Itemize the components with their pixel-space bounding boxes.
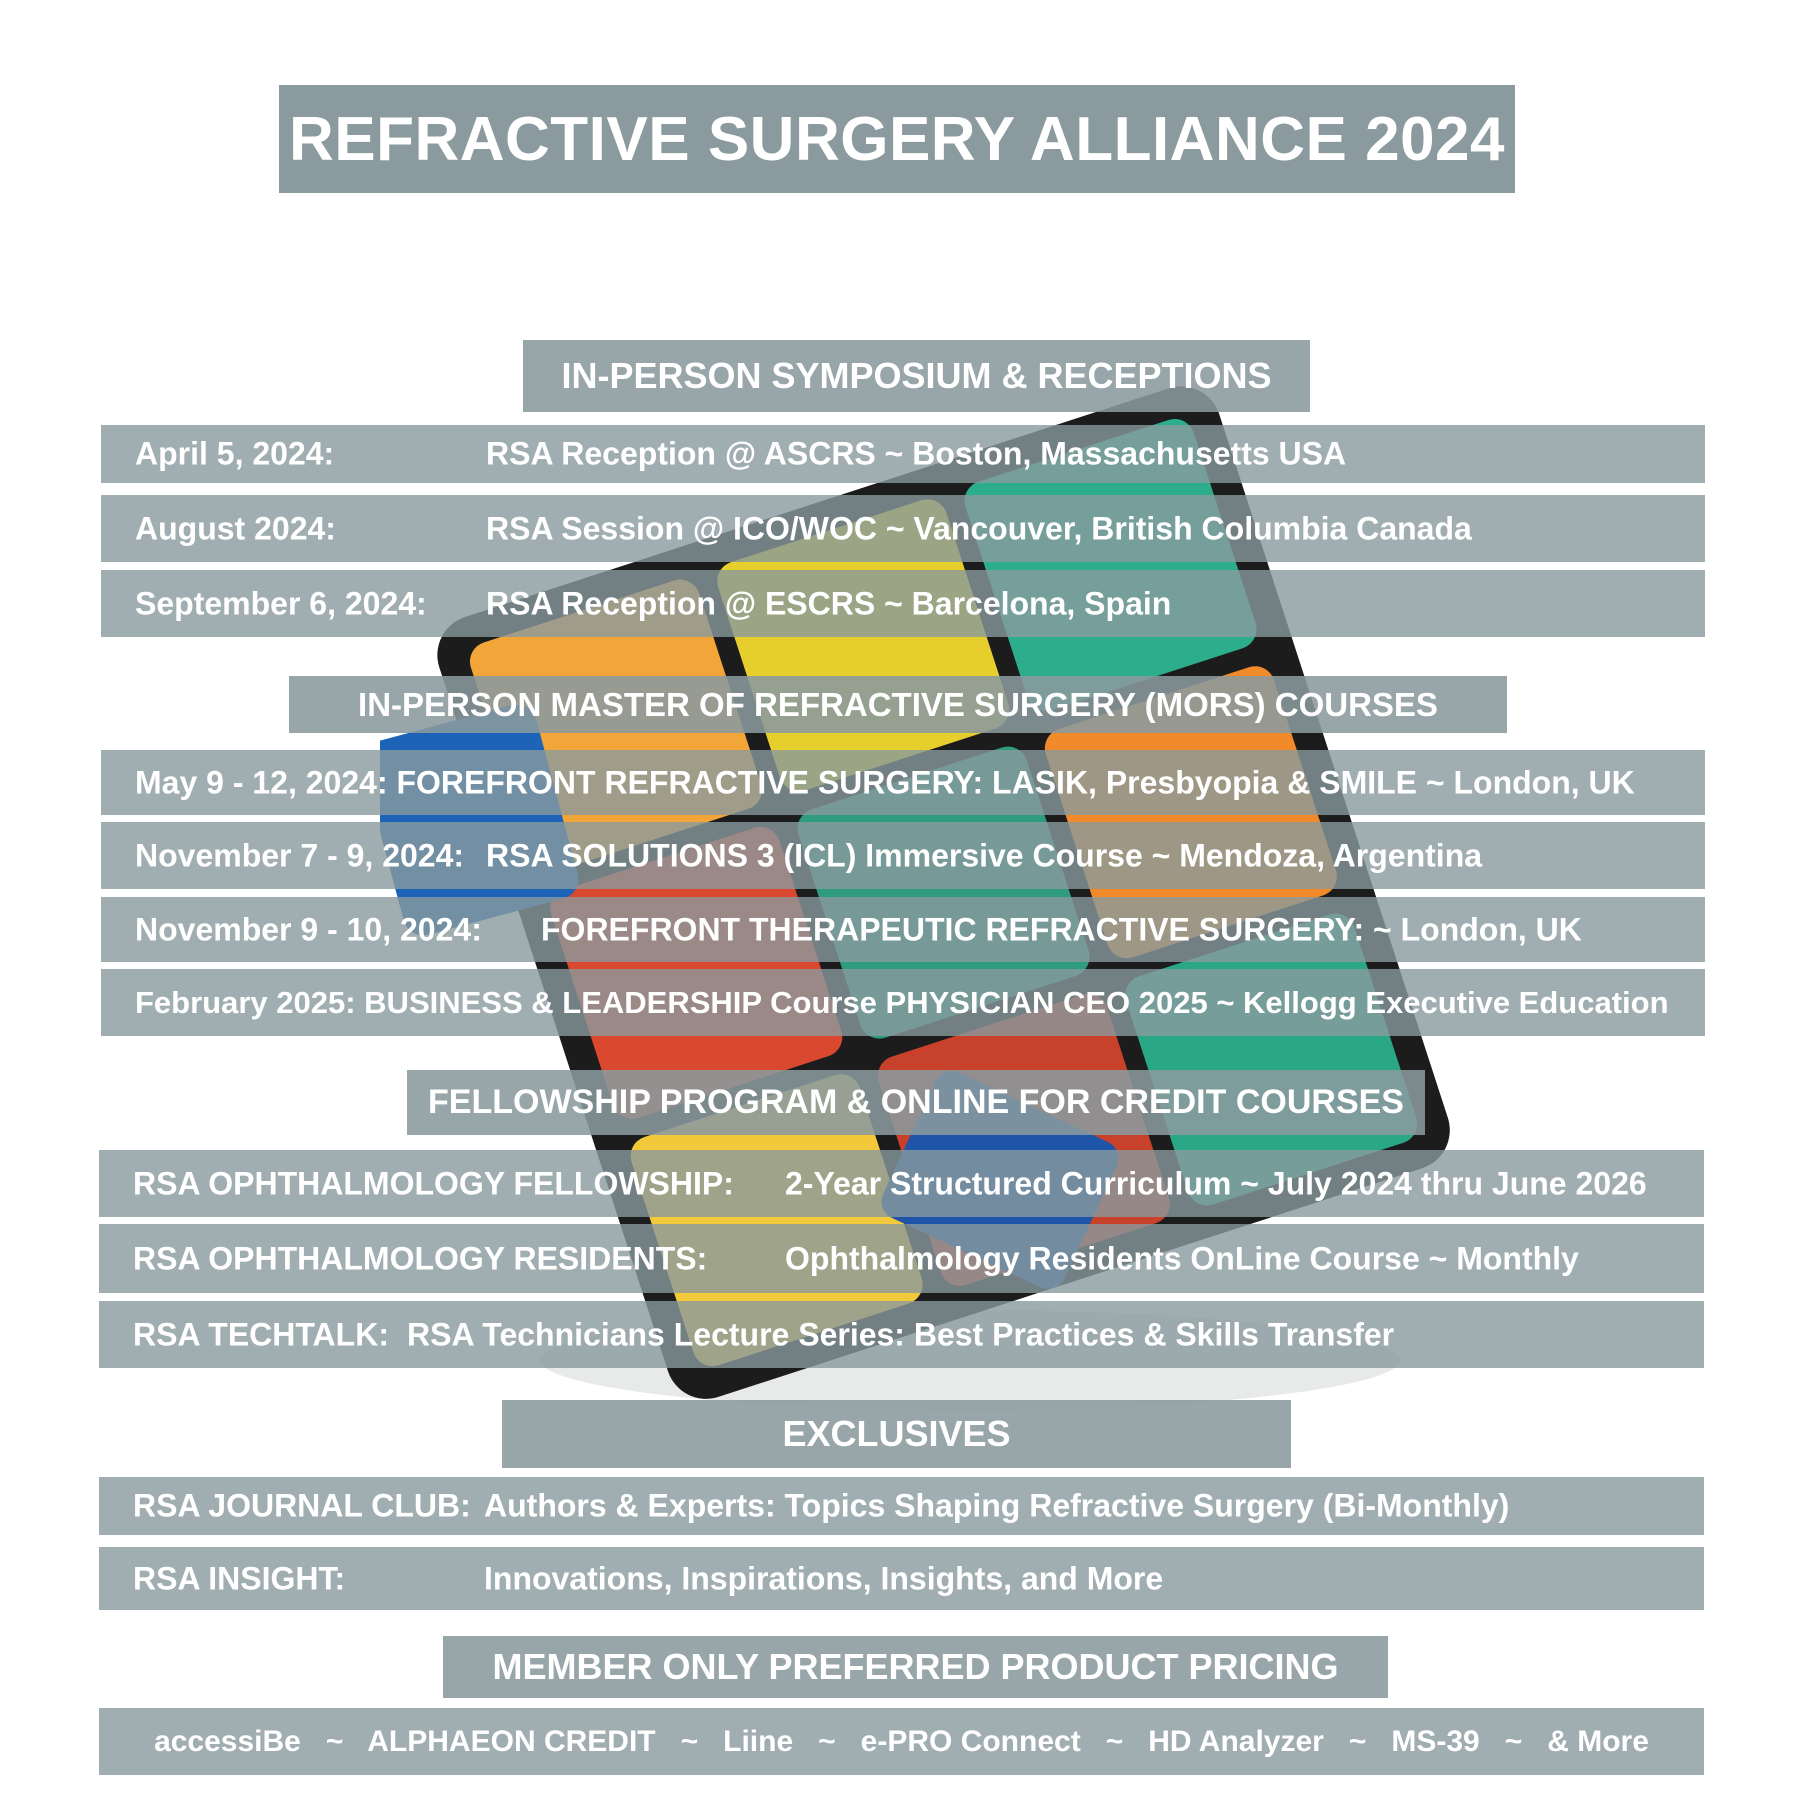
row-date: November 7 - 9, 2024: (135, 837, 465, 873)
mors-row-4: February 2025: BUSINESS & LEADERSHIP Cou… (101, 969, 1705, 1036)
row-date: April 5, 2024: (135, 435, 335, 472)
row-label: RSA TECHTALK: (133, 1316, 389, 1352)
row-label: RSA JOURNAL CLUB: (133, 1487, 471, 1524)
row-date: November 9 - 10, 2024: (135, 911, 482, 947)
symposium-heading: IN-PERSON SYMPOSIUM & RECEPTIONS (523, 340, 1310, 412)
symposium-heading-text: IN-PERSON SYMPOSIUM & RECEPTIONS (561, 355, 1272, 396)
row-text: RSA SOLUTIONS 3 (ICL) Immersive Course ~… (486, 837, 1483, 873)
fellowship-row-3: RSA TECHTALK: RSA Technicians Lecture Se… (99, 1301, 1704, 1368)
row-text: Authors & Experts: Topics Shaping Refrac… (484, 1487, 1510, 1524)
row-date: September 6, 2024: (135, 585, 427, 621)
row-text: Innovations, Inspirations, Insights, and… (484, 1560, 1164, 1596)
mors-heading-text: IN-PERSON MASTER OF REFRACTIVE SURGERY (… (358, 685, 1438, 723)
symposium-row-2: August 2024: RSA Session @ ICO/WOC ~ Van… (101, 495, 1705, 562)
mors-row-3: November 9 - 10, 2024: FOREFRONT THERAPE… (101, 897, 1705, 962)
row-text: FOREFRONT THERAPEUTIC REFRACTIVE SURGERY… (541, 911, 1582, 947)
fellowship-row-1: RSA OPHTHALMOLOGY FELLOWSHIP: 2-Year Str… (99, 1150, 1704, 1217)
row-text: February 2025: BUSINESS & LEADERSHIP Cou… (135, 984, 1669, 1020)
row-text: RSA Reception @ ESCRS ~ Barcelona, Spain (486, 585, 1172, 621)
page-title: REFRACTIVE SURGERY ALLIANCE 2024 (279, 85, 1515, 193)
symposium-row-1: April 5, 2024: RSA Reception @ ASCRS ~ B… (101, 425, 1705, 483)
mors-row-1: May 9 - 12, 2024: FOREFRONT REFRACTIVE S… (101, 750, 1705, 815)
fellowship-heading-text: FELLOWSHIP PROGRAM & ONLINE FOR CREDIT C… (428, 1083, 1404, 1121)
row-label: RSA INSIGHT: (133, 1560, 346, 1596)
fellowship-row-2: RSA OPHTHALMOLOGY RESIDENTS: Ophthalmolo… (99, 1224, 1704, 1293)
mors-row-2: November 7 - 9, 2024: RSA SOLUTIONS 3 (I… (101, 822, 1705, 889)
row-date: August 2024: (135, 510, 336, 546)
row-label: RSA OPHTHALMOLOGY RESIDENTS: (133, 1240, 708, 1276)
pricing-row: accessiBe ~ ALPHAEON CREDIT ~ Liine ~ e-… (99, 1708, 1704, 1775)
exclusives-heading: EXCLUSIVES (502, 1400, 1291, 1468)
symposium-row-3: September 6, 2024: RSA Reception @ ESCRS… (101, 570, 1705, 637)
page-title-text: REFRACTIVE SURGERY ALLIANCE 2024 (288, 104, 1506, 174)
row-label: RSA OPHTHALMOLOGY FELLOWSHIP: (133, 1165, 734, 1201)
exclusives-row-2: RSA INSIGHT: Innovations, Inspirations, … (99, 1547, 1704, 1610)
exclusives-heading-text: EXCLUSIVES (782, 1413, 1011, 1454)
row-text: RSA Technicians Lecture Series: Best Pra… (407, 1316, 1395, 1352)
row-text: May 9 - 12, 2024: FOREFRONT REFRACTIVE S… (135, 764, 1635, 800)
row-text: RSA Reception @ ASCRS ~ Boston, Massachu… (486, 435, 1347, 472)
fellowship-heading: FELLOWSHIP PROGRAM & ONLINE FOR CREDIT C… (407, 1070, 1425, 1135)
pricing-vendors: accessiBe ~ ALPHAEON CREDIT ~ Liine ~ e-… (154, 1724, 1649, 1758)
mors-heading: IN-PERSON MASTER OF REFRACTIVE SURGERY (… (289, 676, 1507, 733)
pricing-heading-text: MEMBER ONLY PREFERRED PRODUCT PRICING (492, 1646, 1339, 1687)
pricing-heading: MEMBER ONLY PREFERRED PRODUCT PRICING (443, 1636, 1388, 1698)
row-text: Ophthalmology Residents OnLine Course ~ … (785, 1240, 1579, 1276)
row-text: 2-Year Structured Curriculum ~ July 2024… (785, 1165, 1647, 1201)
row-text: RSA Session @ ICO/WOC ~ Vancouver, Briti… (486, 510, 1472, 546)
exclusives-row-1: RSA JOURNAL CLUB: Authors & Experts: Top… (99, 1477, 1704, 1535)
